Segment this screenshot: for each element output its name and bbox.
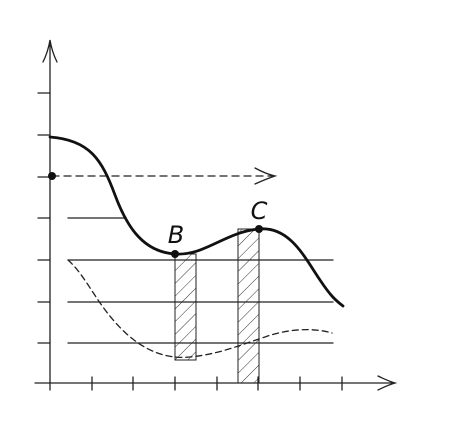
point-b bbox=[171, 250, 179, 258]
hatched-strip-c bbox=[237, 228, 260, 384]
point-c bbox=[255, 225, 263, 233]
label-b: B bbox=[168, 221, 184, 249]
x-ticks bbox=[91, 376, 343, 391]
guide-lines bbox=[67, 217, 334, 344]
y-axis bbox=[42, 39, 58, 391]
label-c: C bbox=[251, 197, 268, 225]
x-axis bbox=[34, 375, 398, 391]
start-point bbox=[48, 172, 56, 180]
dashed-curve bbox=[67, 259, 333, 359]
hatched-strip-b bbox=[174, 253, 197, 361]
main-curve bbox=[48, 135, 345, 308]
y-ticks bbox=[37, 92, 51, 344]
arrow-head bbox=[254, 167, 278, 185]
